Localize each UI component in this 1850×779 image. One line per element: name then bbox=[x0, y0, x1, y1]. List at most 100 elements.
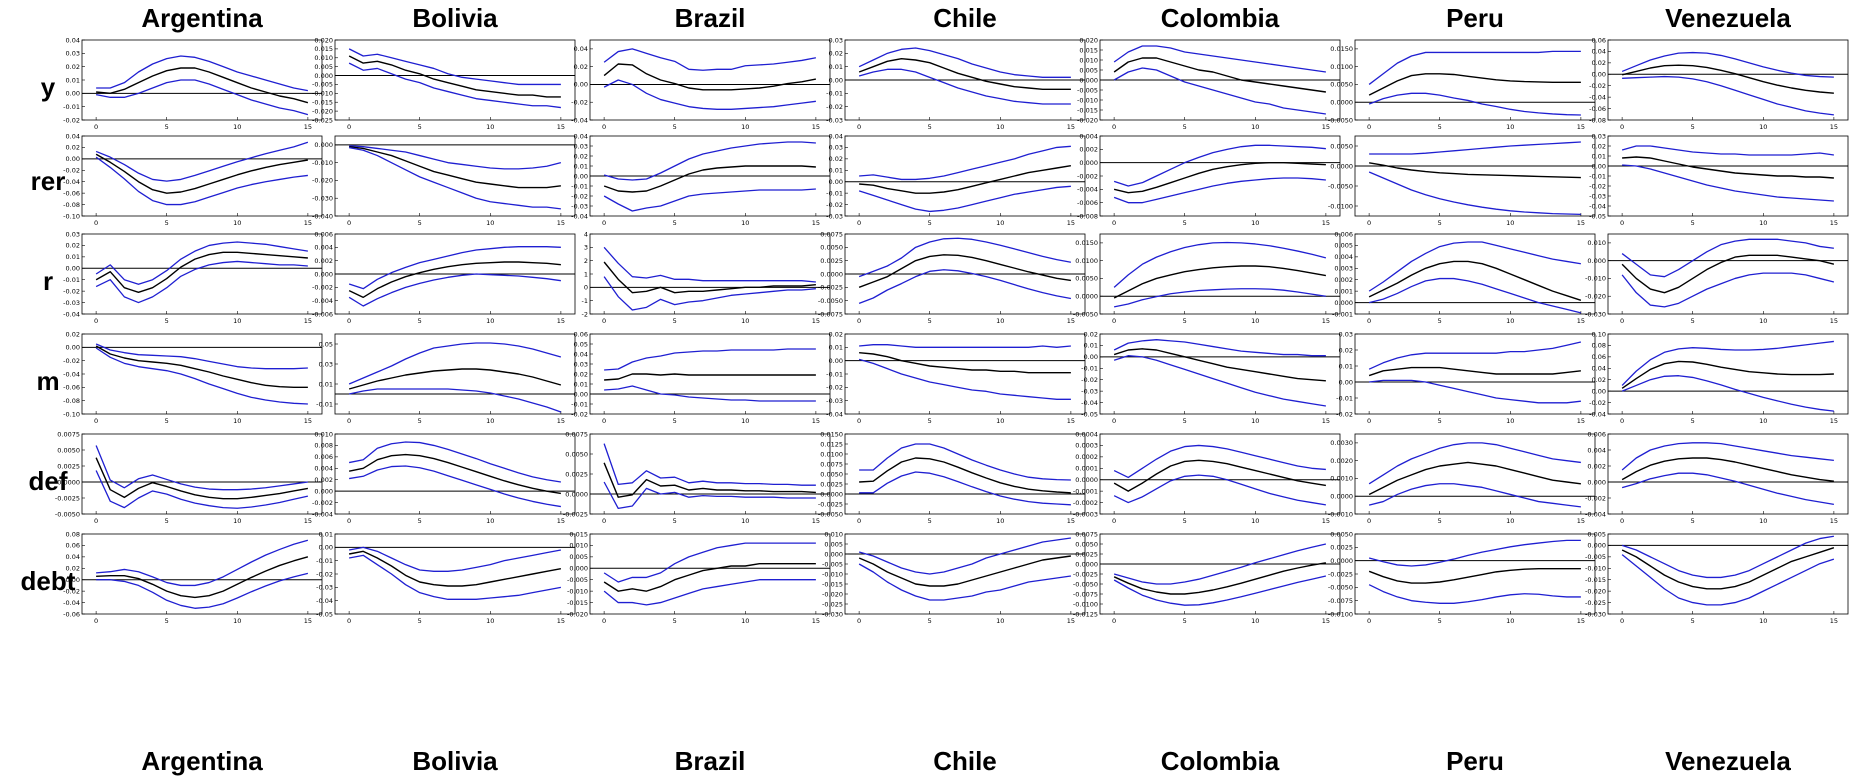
y-tick-label: 0.0025 bbox=[1330, 544, 1353, 552]
y-tick-label: -0.03 bbox=[1081, 387, 1098, 395]
y-tick-label: -0.030 bbox=[1585, 610, 1606, 618]
y-tick-label: 0.0025 bbox=[820, 257, 843, 265]
y-tick-label: 0.04 bbox=[574, 132, 588, 140]
y-tick-label: 0.0075 bbox=[565, 430, 588, 438]
series-lower-band bbox=[96, 572, 309, 609]
y-tick-label: 0.04 bbox=[829, 132, 843, 140]
panel-frame bbox=[1354, 533, 1596, 615]
y-tick-label: 0.06 bbox=[1592, 353, 1606, 361]
y-tick-label: 0.0050 bbox=[820, 470, 843, 478]
series-lower-band bbox=[603, 188, 816, 212]
series-point-estimate bbox=[1113, 57, 1326, 93]
y-tick-label: -0.0050 bbox=[55, 510, 80, 518]
y-tick-label: -0.02 bbox=[1589, 182, 1606, 190]
series-point-estimate bbox=[348, 550, 562, 587]
series-upper-band bbox=[1113, 45, 1326, 73]
series-point-estimate bbox=[603, 63, 817, 91]
y-tick-label: 0.03 bbox=[1592, 132, 1606, 140]
y-tick-label: 0.0150 bbox=[1075, 239, 1098, 247]
series-upper-band bbox=[1621, 535, 1834, 579]
y-tick-label: -0.030 bbox=[822, 610, 843, 618]
x-tick-label: 0 bbox=[347, 417, 351, 425]
y-tick-label: -0.0050 bbox=[1328, 116, 1353, 124]
x-tick-label: 0 bbox=[602, 123, 606, 131]
y-tick-label: 0.0010 bbox=[1330, 475, 1353, 483]
x-tick-label: 5 bbox=[928, 617, 932, 625]
panel-frame bbox=[589, 533, 831, 615]
variable-label-debt: debt bbox=[21, 566, 76, 596]
y-tick-label: 0.0003 bbox=[1075, 442, 1098, 450]
y-tick-label: -0.10 bbox=[63, 212, 80, 220]
y-tick-label: 0.0000 bbox=[1330, 557, 1353, 565]
y-tick-label: -0.08 bbox=[1589, 116, 1606, 124]
y-tick-label: 0.000 bbox=[1587, 542, 1606, 550]
y-tick-label: -0.04 bbox=[63, 310, 80, 318]
panel-rer-chile: -0.03 -0.02 -0.01 0.00 0.01 0.02 0.03 0.04 0 5 10 1… bbox=[826, 132, 1086, 227]
series-lower-band bbox=[603, 481, 816, 510]
x-tick-label: 10 bbox=[1506, 517, 1514, 525]
y-tick-label: 0.01 bbox=[829, 167, 843, 175]
x-tick-label: 5 bbox=[1438, 417, 1442, 425]
y-tick-label: -0.02 bbox=[1589, 399, 1606, 407]
panel-rer-brazil: -0.04 -0.03 -0.02 -0.01 0.00 0.01 0.02 0.03 0.04… bbox=[571, 132, 831, 227]
panel-frame bbox=[1354, 39, 1596, 121]
series-point-estimate bbox=[1113, 348, 1326, 382]
panel-rer-argentina: -0.10 -0.08 -0.06 -0.04 -0.02 0.00 0.02 0.04 0 5 1… bbox=[63, 132, 323, 227]
series-lower-band bbox=[95, 79, 309, 116]
y-tick-label: 0.0000 bbox=[1330, 162, 1353, 170]
y-tick-label: 0.04 bbox=[574, 350, 588, 358]
x-tick-label: 15 bbox=[1322, 417, 1330, 425]
y-tick-label: -0.015 bbox=[567, 599, 588, 607]
x-tick-label: 0 bbox=[1112, 219, 1116, 227]
x-tick-label: 10 bbox=[1251, 317, 1259, 325]
y-tick-label: 0.000 bbox=[314, 270, 333, 278]
y-tick-label: 0.02 bbox=[1084, 330, 1098, 338]
series-lower-band bbox=[1113, 355, 1326, 407]
series-upper-band bbox=[1368, 539, 1581, 567]
y-tick-label: 0.06 bbox=[574, 330, 588, 338]
x-tick-label: 0 bbox=[602, 617, 606, 625]
y-tick-label: -0.02 bbox=[63, 167, 80, 175]
series-point-estimate bbox=[348, 55, 561, 98]
y-tick-label: 0.00 bbox=[66, 90, 80, 98]
x-tick-label: 5 bbox=[165, 517, 169, 525]
x-tick-label: 10 bbox=[233, 317, 241, 325]
y-tick-label: -0.005 bbox=[1077, 86, 1098, 94]
y-tick-label: -0.04 bbox=[571, 212, 588, 220]
y-tick-label: 0.03 bbox=[319, 360, 333, 368]
series-upper-band bbox=[858, 537, 1071, 575]
x-tick-label: 5 bbox=[1183, 617, 1187, 625]
y-tick-label: -0.01 bbox=[1589, 172, 1606, 180]
panel-debt-bolivia: -0.05 -0.04 -0.03 -0.02 -0.01 0.00 0.01 0 5 10 15 bbox=[316, 530, 576, 625]
x-tick-label: 10 bbox=[486, 123, 494, 131]
x-tick-label: 10 bbox=[486, 317, 494, 325]
y-tick-label: -0.0100 bbox=[1328, 202, 1353, 210]
panel-def-venezuela: -0.004 -0.002 0.000 0.002 0.004 0.006 0 5 10 15 bbox=[1585, 430, 1849, 525]
x-tick-label: 0 bbox=[1112, 123, 1116, 131]
y-tick-label: 4 bbox=[584, 230, 588, 238]
y-tick-label: 0.004 bbox=[314, 244, 333, 252]
x-tick-label: 15 bbox=[304, 317, 312, 325]
y-tick-label: 0.0030 bbox=[1330, 439, 1353, 447]
country-title-chile: Chile bbox=[933, 3, 997, 33]
panel-debt-peru: -0.0100 -0.0075 -0.0050 -0.0025 0.0000 0.0025… bbox=[1328, 530, 1596, 625]
y-tick-label: 0.0000 bbox=[820, 270, 843, 278]
y-tick-label: 0.0050 bbox=[820, 244, 843, 252]
x-tick-label: 5 bbox=[1438, 617, 1442, 625]
series-point-estimate bbox=[1621, 360, 1834, 389]
y-tick-label: -0.010 bbox=[822, 570, 843, 578]
panel-r-peru: -0.001 0.000 0.001 0.002 0.003 0.004 0.005 0.00… bbox=[1332, 230, 1596, 325]
y-tick-label: 0.01 bbox=[1592, 152, 1606, 160]
y-tick-label: -0.01 bbox=[63, 276, 80, 284]
series-upper-band bbox=[1368, 442, 1581, 485]
series-upper-band bbox=[95, 141, 309, 182]
y-tick-label: 0.000 bbox=[569, 565, 588, 573]
series-point-estimate bbox=[96, 556, 309, 599]
y-tick-label: 0.04 bbox=[66, 132, 80, 140]
y-tick-label: -0.0050 bbox=[1328, 182, 1353, 190]
series-lower-band bbox=[348, 146, 561, 210]
panel-m-bolivia: -0.01 0.01 0.03 0.05 0 5 10 15 bbox=[316, 333, 576, 425]
x-tick-label: 10 bbox=[1759, 219, 1767, 227]
panel-y-bolivia: -0.025-0.020-0.015-0.010-0.0050.0000.005… bbox=[312, 36, 576, 131]
y-tick-label: -0.02 bbox=[571, 99, 588, 107]
